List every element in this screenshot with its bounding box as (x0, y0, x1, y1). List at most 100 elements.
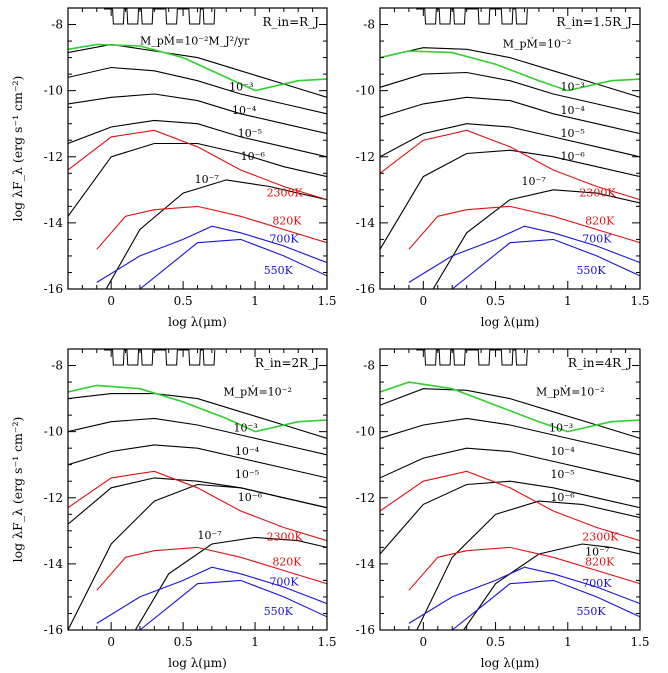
series-line-4 (380, 96, 640, 135)
x-tick-label: 1.5 (317, 635, 336, 649)
x-tick-label: 1.5 (630, 294, 649, 308)
y-axis-label: log λF_λ (erg s⁻¹ cm⁻²) (10, 417, 25, 563)
filter-transmission-curve (416, 349, 528, 366)
x-tick-label: 0.5 (486, 635, 505, 649)
annotation-label: 700K (269, 575, 299, 588)
series-line-6 (68, 142, 327, 217)
x-axis-label: log λ(μm) (481, 656, 540, 670)
chart-panel-1: 0 0.5 1 1.5 -8 -10 -12 -14 -16 log λ(μm) log λF_λ … (10, 7, 337, 329)
annotation-label: 2300K (267, 186, 304, 199)
series-line-11 (139, 238, 327, 289)
annotation-label: 10⁻⁴ (561, 104, 586, 117)
plot-frame (67, 7, 328, 290)
series-line-2 (68, 43, 327, 92)
y-tick-label: -12 (356, 491, 375, 505)
series-line-9 (96, 546, 327, 591)
annotation-label: 10⁻⁷ (198, 529, 223, 542)
annotation-label: 820K (585, 215, 615, 228)
annotation-label: 10⁻³ (229, 81, 253, 94)
series-line-5 (68, 119, 327, 158)
x-tick-label: 0 (420, 635, 428, 649)
annotation-label: 10⁻³ (233, 422, 257, 435)
y-tick-label: -12 (44, 150, 63, 164)
annotation-label: 700K (269, 233, 299, 246)
y-tick-label: -8 (363, 18, 375, 32)
y-tick-label: -8 (51, 18, 63, 32)
annotation-label: 10⁻⁷ (195, 173, 220, 186)
annotation-label: 10⁻⁷ (522, 175, 547, 188)
series-line-7 (134, 536, 327, 630)
annotation-label: 2300K (582, 531, 619, 544)
x-tick-label: 1 (564, 635, 572, 649)
annotation-label: 10⁻⁶ (238, 491, 263, 504)
series-line-3 (68, 66, 327, 115)
x-tick-label: 0.5 (486, 294, 505, 308)
annotation-label: 10⁻⁵ (235, 468, 259, 481)
y-tick-label: -14 (356, 216, 376, 230)
annotation-label: M_pṀ=10⁻² (223, 384, 292, 398)
annotation-label: 820K (272, 556, 302, 569)
y-tick-label: -10 (356, 425, 375, 439)
annotation-label: 10⁻⁵ (561, 127, 585, 140)
annotation-label: M_pṀ=10⁻² (536, 384, 605, 398)
annotation-label: M_pṀ=10⁻² (503, 37, 572, 51)
y-tick-label: -14 (356, 557, 376, 571)
y-axis-label: log λF_λ (erg s⁻¹ cm⁻²) (10, 76, 25, 222)
filter-transmission-curve (416, 8, 528, 25)
series-line-11 (451, 579, 640, 630)
panel-label: R_in=2R_J (255, 356, 319, 370)
panel-label: R_in=1.5R_J (556, 15, 632, 29)
y-tick-label: -10 (44, 425, 63, 439)
x-axis-label: log λ(μm) (481, 315, 540, 329)
series-line-1 (380, 47, 640, 98)
series-line-3 (380, 417, 640, 456)
series-line-10 (96, 225, 327, 283)
y-tick-label: -16 (356, 623, 375, 637)
annotation-label: 10⁻³ (549, 422, 573, 435)
series-line-10 (408, 566, 640, 624)
series-line-11 (451, 238, 640, 289)
x-axis-label: log λ(μm) (168, 315, 227, 329)
annotation-label: 550K (264, 605, 294, 618)
panel-label: R_in=4R_J (568, 356, 632, 370)
annotation-label: 10⁻⁴ (235, 445, 260, 458)
x-tick-label: 1 (251, 635, 259, 649)
series-line-8 (380, 470, 640, 542)
annotation-label: 10⁻³ (561, 81, 585, 94)
x-tick-label: 0 (107, 294, 115, 308)
annotation-label: 10⁻⁷ (585, 546, 610, 559)
x-tick-label: 1 (251, 294, 259, 308)
series-line-3 (380, 71, 640, 115)
annotation-label: 10⁻⁴ (232, 104, 257, 117)
annotation-label: 10⁻⁶ (550, 491, 575, 504)
y-tick-label: -16 (356, 282, 375, 296)
annotation-label: 550K (576, 605, 606, 618)
annotation-label: 10⁻⁴ (550, 445, 575, 458)
series-line-10 (96, 566, 327, 624)
series-line-3 (68, 417, 327, 456)
series-line-10 (408, 225, 640, 283)
annotation-label: 820K (585, 556, 615, 569)
series-line-6 (68, 483, 327, 630)
series-line-11 (139, 579, 327, 630)
y-tick-label: -10 (356, 84, 375, 98)
y-tick-label: -14 (44, 216, 64, 230)
series-line-9 (408, 205, 640, 250)
y-tick-label: -16 (44, 282, 63, 296)
y-tick-label: -10 (44, 84, 63, 98)
series-line-6 (380, 149, 640, 250)
annotation-label: 550K (576, 264, 606, 277)
annotation-label: 10⁻⁵ (550, 468, 574, 481)
series-line-4 (68, 93, 327, 135)
chart-panel-2: 0 0.5 1 1.5 -8 -10 -12 -14 -16 log λ(μm) R_in=1.5R… (356, 7, 650, 329)
annotation-label: 700K (582, 233, 612, 246)
series-line-7 (105, 179, 327, 289)
series-line-4 (68, 444, 327, 479)
y-tick-label: -8 (363, 359, 375, 373)
annotation-label: 2300K (579, 186, 616, 199)
y-tick-label: -12 (356, 150, 375, 164)
series-line-9 (408, 546, 640, 591)
x-tick-label: 1 (564, 294, 572, 308)
series-line-9 (96, 205, 327, 250)
x-tick-label: 1.5 (317, 294, 336, 308)
